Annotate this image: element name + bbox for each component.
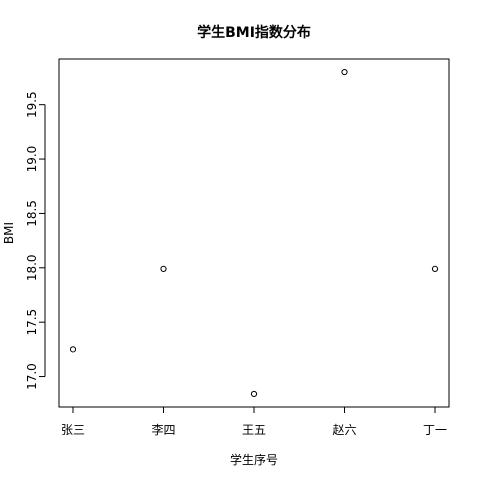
data-point <box>250 390 258 398</box>
x-axis: 张三 李四 王五 赵六 丁一 <box>61 406 447 437</box>
x-tick-label: 赵六 <box>332 423 356 437</box>
x-axis-label: 学生序号 <box>230 452 278 467</box>
y-tick-label: 19.0 <box>25 146 39 173</box>
x-tick-label: 李四 <box>151 422 175 437</box>
y-tick-label: 18.0 <box>25 254 39 281</box>
x-tick-label: 丁一 <box>423 423 447 437</box>
chart-title: 学生BMI指数分布 <box>197 24 311 41</box>
data-point <box>341 68 348 76</box>
y-tick-label: 17.5 <box>25 309 39 336</box>
y-tick-label: 17.0 <box>25 363 39 390</box>
x-tick-label: 张三 <box>61 423 85 437</box>
y-axis: 17.0 17.5 18.0 18.5 19.0 19.5 <box>25 91 46 390</box>
y-tick-label: 18.5 <box>25 200 39 227</box>
data-point <box>160 265 167 272</box>
data-point <box>431 265 439 272</box>
y-axis-label: BMI <box>2 222 16 244</box>
data-point <box>69 346 77 353</box>
y-tick-label: 19.5 <box>25 91 39 118</box>
plot-frame <box>58 58 450 408</box>
x-tick-label: 王五 <box>242 423 266 437</box>
data-points <box>69 68 439 398</box>
